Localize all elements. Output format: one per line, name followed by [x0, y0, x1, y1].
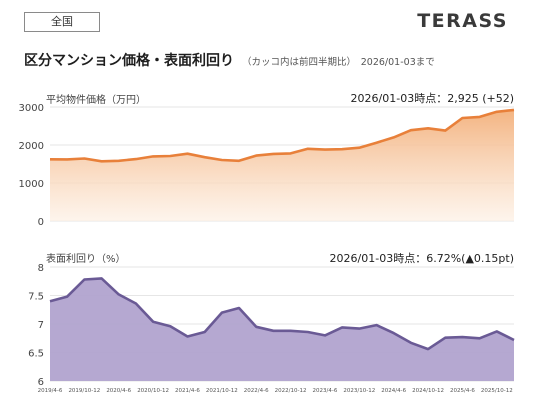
- price-point: [272, 152, 275, 155]
- price-chart-title: 平均物件価格（万円）: [46, 95, 146, 106]
- price-point: [495, 110, 498, 113]
- yield-point: [238, 307, 241, 310]
- yield-point: [49, 300, 52, 303]
- yield-point: [152, 320, 155, 323]
- y-tick-label: 0: [38, 217, 44, 228]
- x-tick-label: 2025/10-12: [481, 388, 513, 394]
- price-point: [323, 148, 326, 151]
- yield-point: [169, 325, 172, 328]
- yield-point: [100, 277, 103, 280]
- yield-point: [409, 341, 412, 344]
- yield-point: [203, 330, 206, 333]
- yield-point: [220, 311, 223, 314]
- x-tick-label: 2023/10-12: [343, 388, 375, 394]
- yield-point: [134, 302, 137, 305]
- price-point: [49, 158, 52, 161]
- yield-point: [255, 325, 258, 328]
- price-point: [461, 117, 464, 120]
- yield-point: [358, 327, 361, 330]
- x-tick-label: 2023/4-6: [313, 388, 338, 394]
- price-point: [289, 152, 292, 155]
- price-line: [49, 108, 515, 163]
- title-row: 区分マンション価格・表面利回り （カッコ内は前四半期比） 2026/01-03まで: [24, 50, 435, 70]
- price-point: [358, 146, 361, 149]
- price-point: [83, 157, 86, 160]
- yield-point: [289, 329, 292, 332]
- price-point: [392, 136, 395, 139]
- x-tick-label: 2024/10-12: [412, 388, 444, 394]
- yield-point: [427, 348, 430, 351]
- region-badge[interactable]: 全国: [24, 12, 100, 32]
- x-tick-label: 2019/10-12: [68, 388, 100, 394]
- price-point: [134, 158, 137, 161]
- yield-area: [50, 278, 514, 381]
- yield-point: [392, 332, 395, 335]
- price-latest-value: 2026/01-03時点：2,925 (+52): [350, 92, 514, 105]
- x-tick-label: 2020/4-6: [106, 388, 131, 394]
- price-point: [427, 127, 430, 130]
- price-point: [341, 148, 344, 151]
- yield-latest-value: 2026/01-03時点：6.72%(▲0.15pt): [329, 252, 514, 265]
- y-tick-label: 6: [38, 377, 44, 388]
- x-tick-label: 2021/10-12: [206, 388, 238, 394]
- yield-point: [341, 326, 344, 329]
- yield-point: [66, 295, 69, 298]
- yield-point: [186, 335, 189, 338]
- yield-point: [478, 337, 481, 340]
- page-subtitle: （カッコ内は前四半期比） 2026/01-03まで: [242, 57, 435, 68]
- yield-point: [117, 293, 120, 296]
- yield-point: [444, 336, 447, 339]
- price-point: [186, 152, 189, 155]
- y-tick-label: 2000: [19, 141, 44, 152]
- yield-point: [323, 334, 326, 337]
- price-area: [50, 109, 514, 221]
- x-tick-label: 2020/10-12: [137, 388, 169, 394]
- yield-point: [495, 330, 498, 333]
- yield-line: [49, 277, 515, 351]
- price-point: [169, 155, 172, 158]
- x-tick-label: 2025/4-6: [450, 388, 475, 394]
- yield-chart-title: 表面利回り（%）: [46, 254, 126, 265]
- yield-point: [306, 330, 309, 333]
- price-point: [478, 115, 481, 118]
- price-point: [444, 129, 447, 132]
- price-point: [306, 147, 309, 150]
- yield-point: [375, 324, 378, 327]
- y-tick-label: 7.5: [28, 292, 44, 303]
- price-point: [375, 141, 378, 144]
- x-tick-label: 2022/10-12: [275, 388, 307, 394]
- price-point: [220, 159, 223, 162]
- x-tick-label: 2024/4-6: [381, 388, 406, 394]
- price-point: [100, 160, 103, 163]
- x-tick-label: 2021/4-6: [175, 388, 200, 394]
- x-tick-label: 2022/4-6: [244, 388, 269, 394]
- y-tick-label: 3000: [19, 103, 44, 114]
- brand-logo: TERASS: [417, 10, 508, 32]
- y-tick-label: 7: [38, 320, 44, 331]
- page-title: 区分マンション価格・表面利回り: [24, 53, 234, 69]
- x-tick-label: 2019/4-6: [38, 388, 63, 394]
- y-tick-label: 1000: [19, 179, 44, 190]
- price-point: [66, 158, 69, 161]
- yield-point: [83, 278, 86, 281]
- price-point: [255, 154, 258, 157]
- price-point: [152, 155, 155, 158]
- y-tick-label: 6.5: [28, 349, 44, 360]
- yield-point: [272, 329, 275, 332]
- price-point: [238, 159, 241, 162]
- price-point: [117, 159, 120, 162]
- price-point: [409, 129, 412, 132]
- yield-point: [461, 336, 464, 339]
- price-point: [513, 108, 516, 111]
- y-tick-label: 8: [38, 263, 44, 274]
- price-point: [203, 156, 206, 159]
- yield-point: [513, 338, 516, 341]
